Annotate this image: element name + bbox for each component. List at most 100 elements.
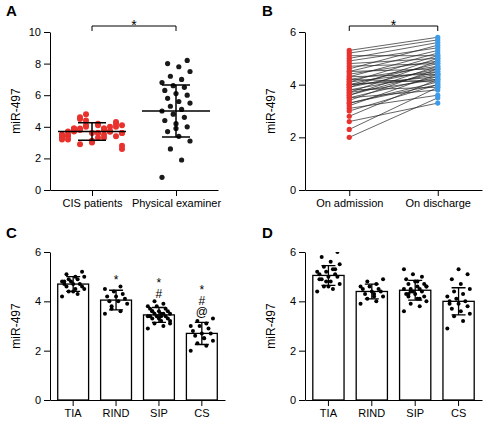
y-tick-label: 2 [290,345,296,357]
data-point [119,122,125,128]
data-point [424,285,428,289]
data-point [435,53,440,58]
data-point [420,275,424,279]
pair-line [349,64,438,85]
panel-label: B [262,2,273,19]
data-point [435,77,440,82]
data-point [202,336,206,340]
y-tick-mark [44,400,50,401]
data-point [411,272,415,276]
y-tick-label: 0 [290,394,296,406]
data-point [445,294,449,298]
panel-label: D [262,224,273,241]
x-tick: RIND [103,400,130,419]
pair-line [349,82,438,103]
plot-area [58,58,210,180]
figure: 0246810CIS patientsPhysical examinerAmiR… [0,0,500,439]
y-tick-mark [299,32,305,33]
y-tick-label: 2 [35,152,41,164]
data-point [424,285,428,289]
data-point [372,294,376,298]
data-point [76,292,80,296]
data-point [123,297,127,301]
data-point [78,282,82,286]
data-point [168,322,172,326]
y-axis-title: miR-497 [264,88,278,134]
y-tick: 4 [290,295,305,307]
x-tick-mark [158,400,159,406]
panel-label: C [6,224,17,241]
data-point [454,297,458,301]
data-point [176,99,181,104]
data-point [331,287,335,291]
x-tick: On admission [316,190,383,209]
error-bar [78,123,106,140]
bar [313,275,344,400]
y-tick-label: 0 [290,184,296,196]
data-point [435,61,440,66]
data-point [324,270,328,274]
y-axis-line [305,253,306,401]
error-bar [152,308,166,323]
data-point [347,119,352,124]
y-tick-mark [44,95,50,96]
y-tick: 2 [35,345,50,357]
data-point [415,285,419,289]
x-tick-mark [438,190,439,196]
data-point [435,101,440,106]
data-point [461,292,465,296]
y-tick-mark [299,137,305,138]
data-point [179,77,184,82]
data-point [159,314,163,318]
data-point [338,262,342,266]
y-axis-title: miR-497 [9,303,23,349]
data-point [435,45,440,50]
x-tick-mark [73,400,74,406]
y-tick: 8 [35,58,50,70]
x-tick-mark [371,400,372,406]
data-point [333,272,337,276]
pair-line [349,74,438,106]
data-point [347,82,352,87]
data-point [59,132,65,138]
y-tick-mark [299,301,305,302]
data-point [161,302,165,306]
data-point [435,77,440,82]
y-tick-label: 8 [35,58,41,70]
x-tick: TIA [320,400,338,419]
pair-line [349,64,438,67]
pair-line [349,40,438,53]
data-point [77,141,83,147]
pair-line [349,72,438,96]
y-tick-label: 4 [290,295,296,307]
data-point [435,69,440,74]
data-point [64,272,68,276]
pair-line [349,58,438,87]
data-point [119,146,125,152]
x-tick-mark [92,190,93,196]
data-point [459,309,463,313]
pair-line [349,61,438,93]
data-point [168,146,173,151]
y-tick-mark [44,190,50,191]
data-point [435,93,440,98]
y-tick: 0 [290,394,305,406]
y-tick-mark [299,351,305,352]
y-tick-mark [44,301,50,302]
error-bar [109,290,123,310]
data-point [101,125,107,131]
data-point [418,304,422,308]
panel: **#*#@0246TIARINDSIPCSCmiR-497 [6,224,226,419]
panel: 0246On admissionOn dischargeBmiR-497* [262,2,483,209]
y-tick: 0 [35,184,50,196]
bar [101,300,132,400]
pair-line [349,103,438,121]
data-point [146,326,150,330]
y-tick-label: 4 [35,295,41,307]
y-tick: 0 [35,394,50,406]
error-bar [321,266,335,286]
data-point [347,93,352,98]
y-tick: 2 [290,345,305,357]
x-tick: CS [194,400,209,419]
data-point [113,124,119,130]
